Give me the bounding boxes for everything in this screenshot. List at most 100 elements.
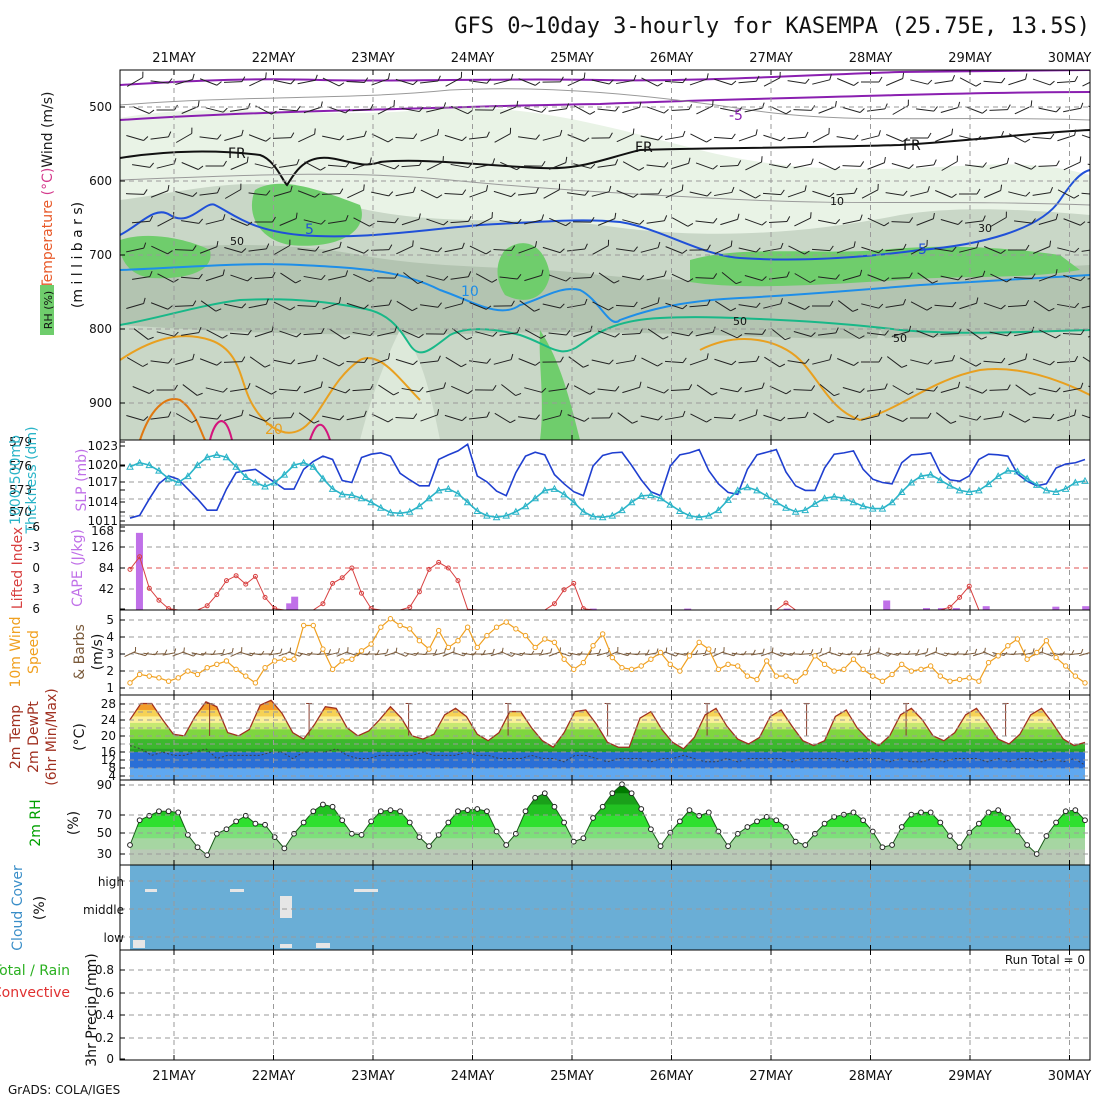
wind-barb: [936, 412, 957, 424]
barb-shaft: [426, 387, 444, 393]
wind-barb: [374, 648, 389, 656]
wind-speed-point: [223, 658, 230, 664]
thickness-point: [791, 507, 800, 515]
barb-flag: [467, 271, 472, 277]
thickness-point: [1032, 480, 1041, 488]
wind-barb: [201, 650, 216, 655]
barb-flag: [713, 217, 718, 224]
barb-flag: [247, 102, 251, 109]
barb-flag: [540, 335, 547, 339]
barb-flag: [951, 128, 954, 135]
thickness-point: [569, 498, 578, 506]
barb-flag: [780, 189, 785, 195]
wind-barb: [548, 274, 571, 282]
wind-barb: [1032, 413, 1055, 420]
wind-barb: [794, 273, 816, 283]
barb-shaft: [738, 247, 757, 253]
wind-barb: [474, 104, 497, 111]
wind-barb: [401, 159, 423, 168]
barb-shaft: [567, 414, 585, 422]
barb-flag: [829, 245, 834, 251]
barb-flag: [192, 353, 195, 360]
barb-shaft: [861, 189, 879, 199]
rh-green-patch: [251, 183, 362, 246]
barb-shaft: [370, 249, 390, 251]
barb-shaft: [395, 417, 414, 419]
barb-flag: [852, 308, 859, 312]
barb-flag: [761, 276, 767, 281]
wind-speed-point: [339, 658, 345, 664]
barb-shaft: [297, 248, 316, 252]
barb-shaft: [989, 389, 1008, 391]
thickness-point: [946, 481, 954, 489]
wind-barb: [150, 358, 173, 364]
wind-barb: [689, 244, 711, 251]
thickness-point: [839, 494, 848, 502]
barb-flag: [148, 389, 155, 394]
axis-tick-label: 573: [9, 483, 32, 497]
barb-flag: [541, 269, 544, 276]
wind-barb: [401, 213, 421, 226]
barb-flag: [755, 129, 758, 136]
wind-barb: [646, 270, 667, 281]
barb-shaft: [548, 332, 567, 336]
wind-barb: [132, 106, 155, 114]
barb-flag: [453, 647, 455, 652]
barb-flag: [805, 358, 810, 364]
barb-shaft: [377, 162, 395, 170]
wind-barb: [842, 214, 863, 225]
barb-shaft: [836, 246, 855, 254]
barb-shaft: [328, 386, 346, 394]
lifted-index-point: [330, 580, 336, 586]
barb-shaft: [959, 415, 977, 421]
contour-label-5: 5: [305, 222, 314, 238]
thickness-point: [560, 490, 568, 498]
barb-flag: [933, 159, 937, 166]
barb-shaft: [861, 415, 879, 421]
barb-flag: [933, 333, 939, 338]
barb-flag: [394, 217, 399, 224]
rh-point: [474, 806, 481, 812]
wind-barb: [769, 163, 792, 169]
barb-shaft: [174, 249, 194, 251]
barb-shaft: [764, 356, 780, 368]
barb-shaft: [891, 331, 910, 337]
barb-shaft: [940, 275, 959, 281]
barb-flag: [590, 272, 595, 278]
barb-shaft: [401, 218, 420, 226]
barb-flag: [762, 329, 767, 335]
rh-point: [686, 807, 693, 814]
wind-speed-point: [464, 624, 471, 630]
wind-barb: [989, 331, 1012, 337]
barb-flag: [646, 649, 650, 654]
barb-shaft: [297, 190, 316, 198]
barb-shaft: [297, 359, 316, 365]
wind-barb: [597, 212, 617, 226]
thickness-point: [135, 458, 144, 466]
barb-flag: [682, 304, 688, 310]
thickness-point: [290, 461, 298, 469]
wind-barb: [714, 358, 737, 366]
wind-barb: [542, 409, 563, 421]
barb-shaft: [162, 652, 175, 656]
barb-flag: [467, 162, 473, 168]
wind-barb: [126, 242, 147, 253]
lifted-index-point: [947, 604, 953, 610]
barb-shaft: [665, 246, 683, 254]
wind-barb: [934, 301, 957, 308]
rh-point: [348, 830, 355, 837]
barb-flag: [926, 239, 928, 246]
barb-shaft: [1014, 105, 1032, 115]
barb-flag: [387, 138, 394, 143]
wind-speed-point: [1053, 654, 1059, 661]
barb-flag: [467, 109, 473, 115]
barb-shaft: [568, 356, 584, 368]
axis-tick-label: 20: [101, 729, 116, 743]
barb-flag: [1048, 307, 1055, 312]
barb-flag: [296, 105, 301, 112]
wind-barb: [352, 103, 374, 112]
barb-shaft: [499, 332, 518, 336]
barb-shaft: [647, 328, 664, 340]
wind-barb: [597, 330, 620, 338]
wind-barb: [738, 409, 758, 422]
